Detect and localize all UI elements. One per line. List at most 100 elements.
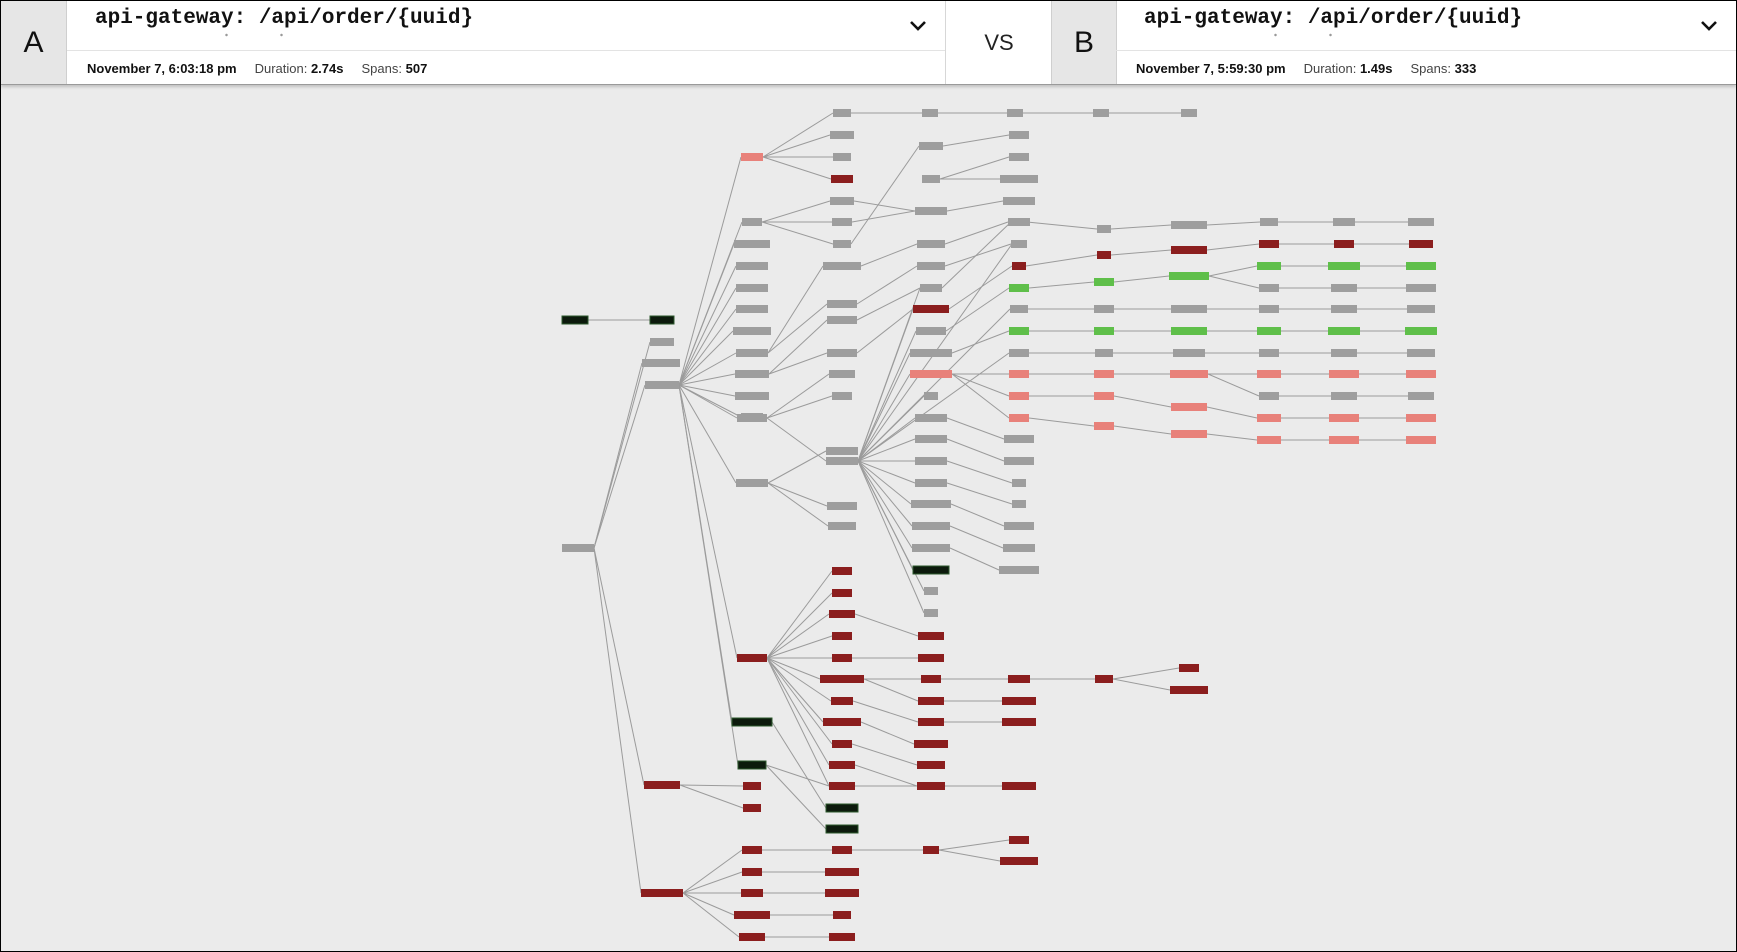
span-node[interactable] bbox=[912, 544, 950, 552]
span-node[interactable] bbox=[919, 142, 943, 150]
span-node[interactable] bbox=[1009, 153, 1029, 161]
span-node[interactable] bbox=[1009, 414, 1029, 422]
span-node[interactable] bbox=[827, 316, 857, 324]
span-node[interactable] bbox=[562, 544, 594, 552]
span-node[interactable] bbox=[1333, 218, 1355, 226]
span-node[interactable] bbox=[1094, 305, 1114, 313]
span-node[interactable] bbox=[918, 654, 944, 662]
chevron-down-icon[interactable] bbox=[1698, 15, 1720, 37]
span-node[interactable] bbox=[831, 175, 853, 183]
span-node[interactable] bbox=[1094, 392, 1114, 400]
span-node[interactable] bbox=[1009, 370, 1029, 378]
span-node[interactable] bbox=[918, 632, 944, 640]
span-node[interactable] bbox=[829, 761, 855, 769]
span-node[interactable] bbox=[1008, 675, 1030, 683]
span-node[interactable] bbox=[1000, 857, 1038, 865]
span-node[interactable] bbox=[923, 846, 939, 854]
span-node[interactable] bbox=[825, 803, 859, 813]
span-node[interactable] bbox=[1093, 109, 1109, 117]
span-node[interactable] bbox=[1329, 370, 1359, 378]
span-node[interactable] bbox=[1406, 262, 1436, 270]
span-node[interactable] bbox=[741, 153, 763, 161]
span-node[interactable] bbox=[642, 359, 680, 367]
span-node[interactable] bbox=[650, 338, 674, 346]
span-node[interactable] bbox=[833, 109, 851, 117]
span-node[interactable] bbox=[1097, 251, 1111, 259]
span-node[interactable] bbox=[1012, 500, 1026, 508]
span-node[interactable] bbox=[1407, 305, 1435, 313]
span-node[interactable] bbox=[1012, 262, 1026, 270]
span-node[interactable] bbox=[1406, 370, 1436, 378]
span-node[interactable] bbox=[825, 868, 859, 876]
span-node[interactable] bbox=[1409, 240, 1433, 248]
span-node[interactable] bbox=[739, 933, 765, 941]
span-node[interactable] bbox=[915, 457, 947, 465]
span-node[interactable] bbox=[741, 889, 763, 897]
span-node[interactable] bbox=[1094, 370, 1114, 378]
span-node[interactable] bbox=[734, 240, 770, 248]
span-node[interactable] bbox=[820, 675, 864, 683]
span-node[interactable] bbox=[1171, 305, 1207, 313]
span-node[interactable] bbox=[1170, 686, 1208, 694]
span-node[interactable] bbox=[1334, 240, 1354, 248]
span-node[interactable] bbox=[924, 587, 938, 595]
span-node[interactable] bbox=[736, 305, 768, 313]
span-node[interactable] bbox=[829, 370, 855, 378]
span-node[interactable] bbox=[910, 349, 952, 357]
span-node[interactable] bbox=[736, 479, 768, 487]
span-node[interactable] bbox=[829, 782, 855, 790]
span-node[interactable] bbox=[1004, 435, 1034, 443]
trace-diff-graph[interactable] bbox=[1, 85, 1736, 951]
span-node[interactable] bbox=[827, 349, 857, 357]
span-node[interactable] bbox=[1259, 392, 1279, 400]
span-node[interactable] bbox=[912, 522, 950, 530]
span-node[interactable] bbox=[644, 781, 680, 789]
span-node[interactable] bbox=[1331, 392, 1357, 400]
span-node[interactable] bbox=[823, 718, 861, 726]
span-node[interactable] bbox=[830, 131, 854, 139]
span-node[interactable] bbox=[1408, 218, 1434, 226]
span-node[interactable] bbox=[918, 697, 944, 705]
span-node[interactable] bbox=[1010, 305, 1028, 313]
span-node[interactable] bbox=[734, 911, 770, 919]
span-node[interactable] bbox=[833, 240, 851, 248]
span-node[interactable] bbox=[1171, 327, 1207, 335]
span-node[interactable] bbox=[922, 109, 938, 117]
chevron-down-icon[interactable] bbox=[907, 15, 929, 37]
span-node[interactable] bbox=[649, 315, 675, 325]
span-node[interactable] bbox=[999, 566, 1039, 574]
span-node[interactable] bbox=[1171, 403, 1207, 411]
span-node[interactable] bbox=[827, 502, 857, 510]
span-node[interactable] bbox=[1328, 327, 1360, 335]
span-node[interactable] bbox=[733, 327, 771, 335]
span-node[interactable] bbox=[912, 565, 950, 575]
span-node[interactable] bbox=[1170, 370, 1208, 378]
span-node[interactable] bbox=[827, 300, 857, 308]
span-node[interactable] bbox=[915, 414, 947, 422]
span-node[interactable] bbox=[920, 284, 942, 292]
span-node[interactable] bbox=[1095, 675, 1113, 683]
span-node[interactable] bbox=[1007, 109, 1023, 117]
span-node[interactable] bbox=[737, 654, 767, 662]
span-node[interactable] bbox=[1405, 327, 1437, 335]
span-node[interactable] bbox=[1173, 349, 1205, 357]
span-node[interactable] bbox=[1012, 240, 1026, 248]
span-node[interactable] bbox=[833, 153, 851, 161]
span-node[interactable] bbox=[1171, 221, 1207, 229]
span-node[interactable] bbox=[1329, 414, 1359, 422]
span-node[interactable] bbox=[1012, 479, 1026, 487]
span-node[interactable] bbox=[1009, 836, 1029, 844]
span-node[interactable] bbox=[1003, 197, 1035, 205]
span-node[interactable] bbox=[735, 392, 769, 400]
span-node[interactable] bbox=[1331, 349, 1357, 357]
span-node[interactable] bbox=[914, 740, 948, 748]
span-node[interactable] bbox=[829, 933, 855, 941]
span-node[interactable] bbox=[1257, 262, 1281, 270]
span-node[interactable] bbox=[915, 207, 947, 215]
span-node[interactable] bbox=[743, 804, 761, 812]
span-node[interactable] bbox=[917, 761, 945, 769]
span-node[interactable] bbox=[921, 675, 941, 683]
span-node[interactable] bbox=[1331, 305, 1357, 313]
span-node[interactable] bbox=[737, 760, 767, 770]
span-node[interactable] bbox=[1331, 284, 1357, 292]
